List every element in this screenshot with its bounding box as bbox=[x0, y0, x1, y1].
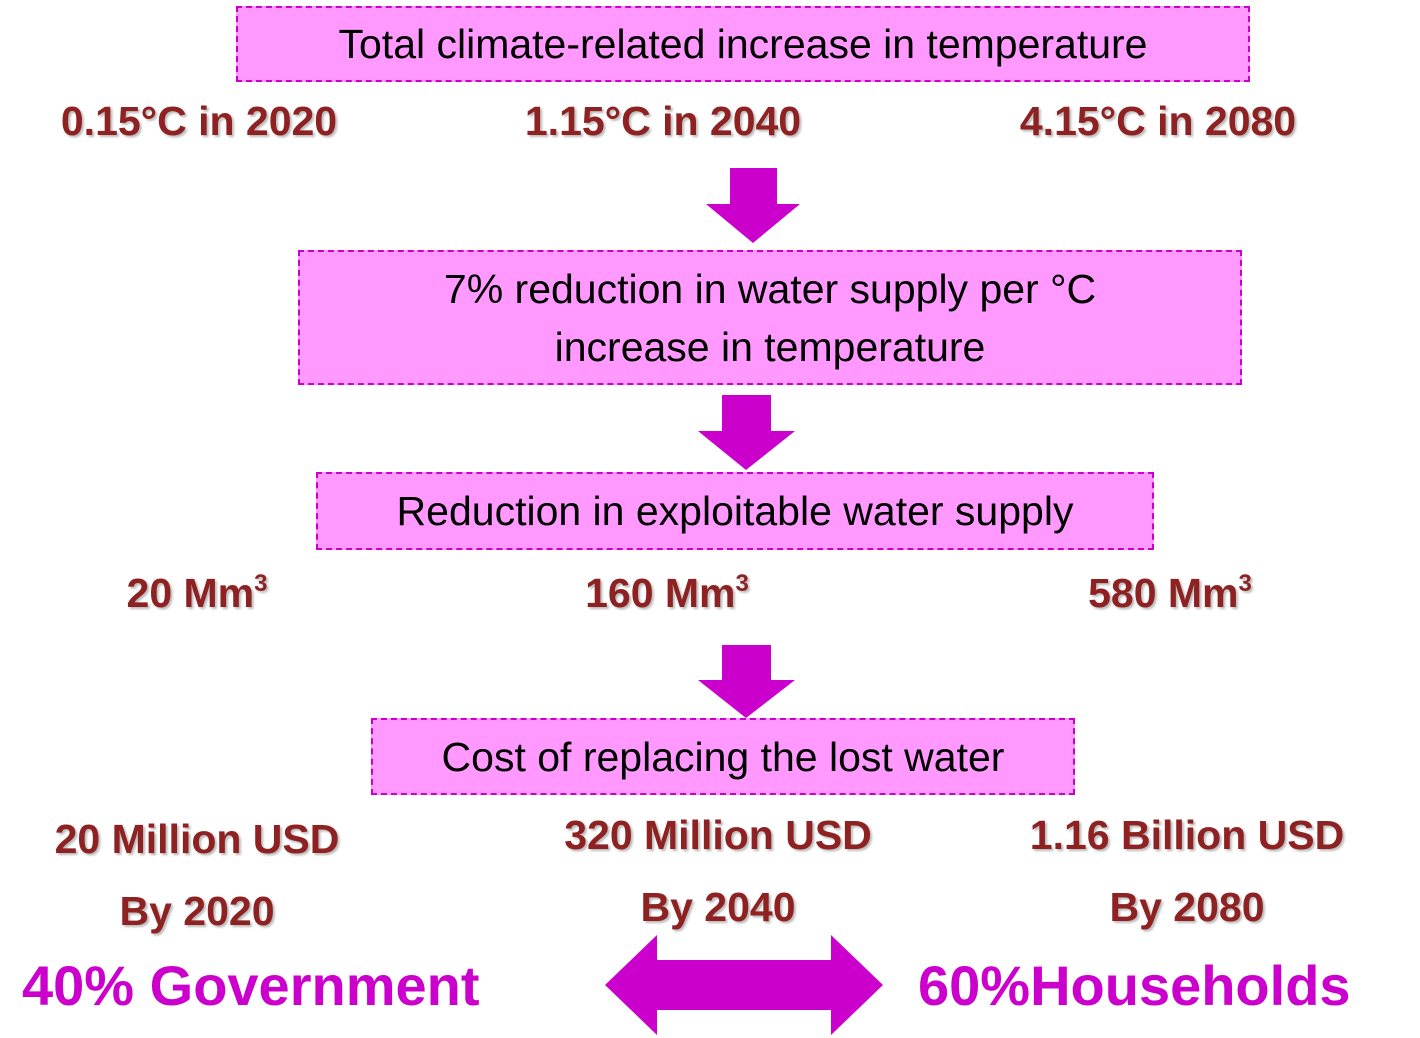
cost-year: By 2040 bbox=[640, 884, 796, 930]
down-arrow bbox=[698, 645, 795, 718]
down-arrow bbox=[698, 395, 795, 470]
box: Total climate-related increase in temper… bbox=[236, 6, 1250, 82]
cost-year: By 2080 bbox=[1109, 884, 1265, 930]
temperature: 1.15°C in 2040 bbox=[524, 98, 802, 144]
box-text: increase in temperature bbox=[554, 323, 986, 370]
superscript: 3 bbox=[254, 570, 268, 597]
box: Cost of replacing the lost water bbox=[371, 718, 1075, 795]
superscript: 3 bbox=[1238, 570, 1252, 597]
box: 7% reduction in water supply per °C incre… bbox=[298, 250, 1242, 385]
box-text: Cost of replacing the lost water bbox=[441, 733, 1005, 780]
temperature: 4.15°C in 2080 bbox=[1019, 98, 1297, 144]
volume: 580 Mm3 bbox=[1088, 570, 1252, 617]
volume-text: 160 Mm bbox=[585, 570, 736, 616]
box-text: Total climate-related increase in temper… bbox=[338, 21, 1148, 67]
volume-text: 580 Mm bbox=[1088, 570, 1239, 616]
down-arrow bbox=[706, 168, 800, 243]
box: Reduction in exploitable water supply bbox=[316, 472, 1154, 550]
cost: 320 Million USD bbox=[564, 812, 872, 858]
double-arrow bbox=[605, 935, 883, 1035]
cost: 20 Million USD bbox=[54, 816, 340, 862]
box-text: Reduction in exploitable water supply bbox=[396, 488, 1074, 534]
box-text: 7% reduction in water supply per °C bbox=[443, 265, 1097, 312]
volume-text: 20 Mm bbox=[126, 570, 255, 616]
share: 60%Households bbox=[918, 954, 1351, 1017]
cost: 1.16 Billion USD bbox=[1029, 812, 1345, 858]
temperature: 0.15°C in 2020 bbox=[60, 98, 338, 144]
superscript: 3 bbox=[735, 570, 749, 597]
cost-year: By 2020 bbox=[119, 888, 275, 934]
volume: 160 Mm3 bbox=[585, 570, 749, 617]
share: 40% Government bbox=[22, 954, 480, 1017]
volume: 20 Mm3 bbox=[127, 570, 268, 617]
